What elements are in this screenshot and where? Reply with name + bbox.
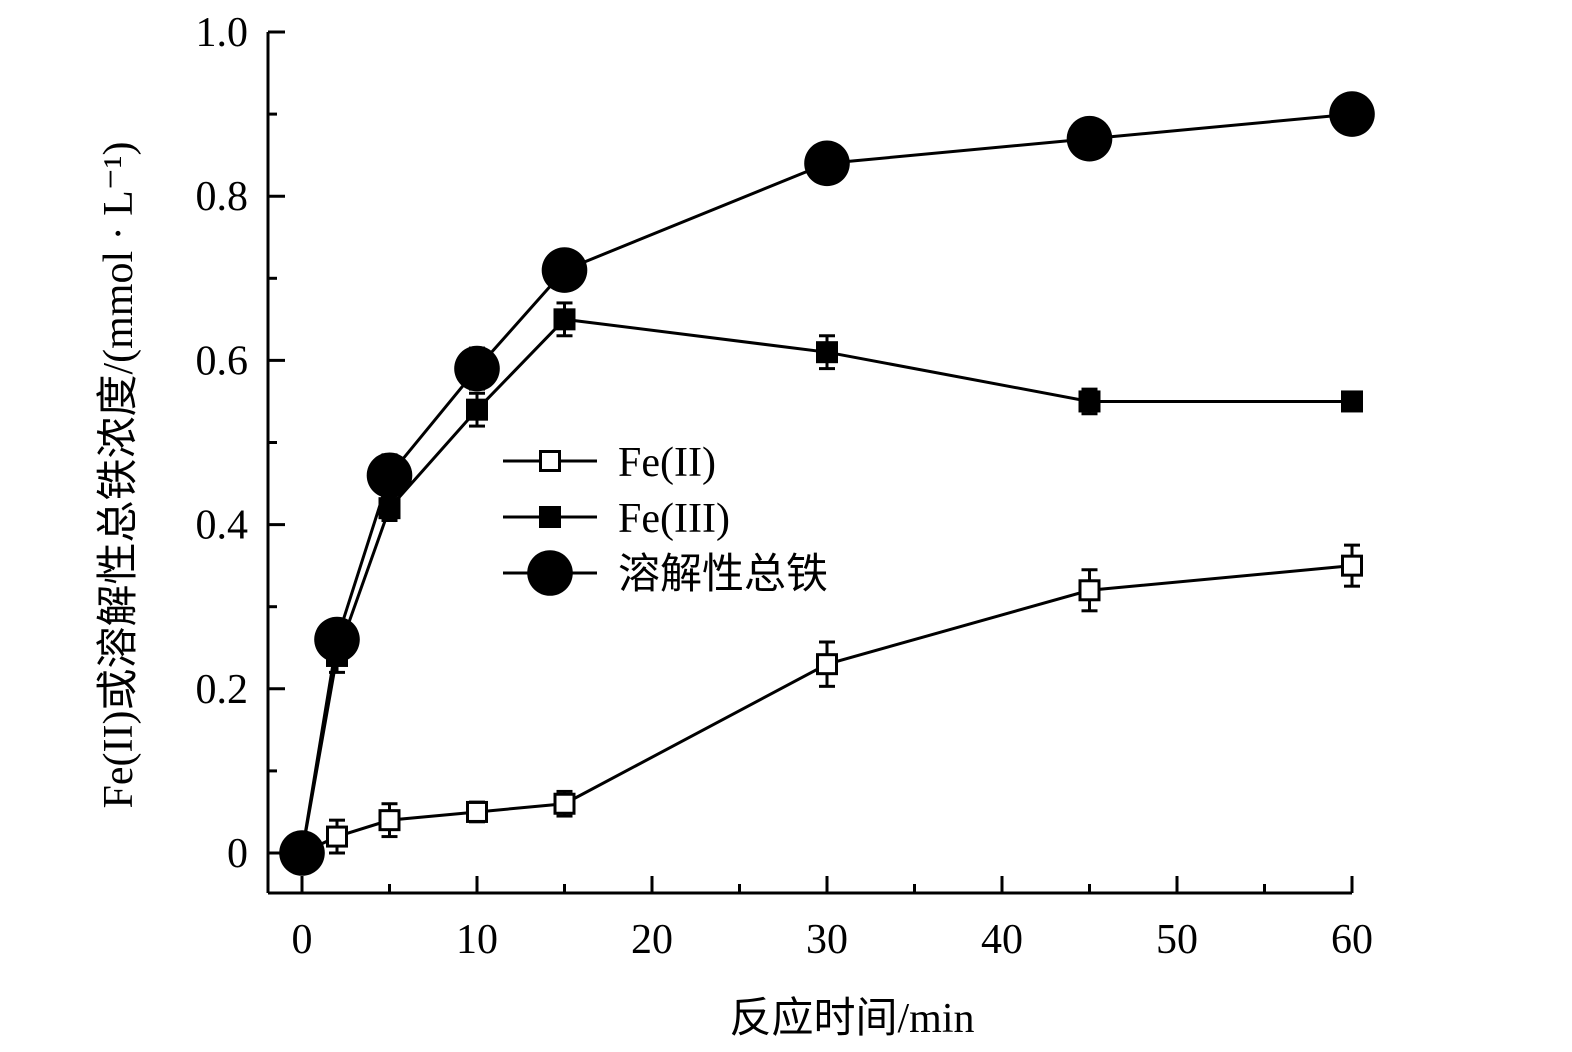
data-point [314,616,360,663]
data-point [1066,115,1113,162]
x-tick-label: 30 [806,917,848,963]
y-tick-label: 0 [227,831,248,877]
x-tick-label: 60 [1331,917,1373,963]
data-point [816,653,838,676]
data-point [454,345,500,392]
legend-label: 溶解性总铁 [618,551,828,598]
axes: 0 0.2 0.4 0.6 0.8 1.0 0 10 20 30 40 50 60 [196,10,1374,963]
y-tick-label: 0.4 [196,503,249,549]
y-tick-label: 0.2 [196,667,249,713]
data-point [378,809,401,832]
data-point [466,800,488,823]
data-point [326,825,348,848]
series-line [300,112,1353,854]
data-point [1341,554,1363,577]
data-point [1341,390,1363,413]
y-axis-label: Fe(II)或溶解性总铁浓度/(mmol · L⁻¹) [95,142,142,809]
data-point [279,830,325,876]
series-0 [291,543,1363,864]
y-tick-label: 1.0 [196,10,249,56]
legend-marker [539,506,561,528]
x-tick-label: 40 [981,917,1023,963]
data-point [553,792,576,815]
data-point [466,398,488,421]
legend-item: Fe(II) [503,440,716,486]
legend-marker [539,450,561,472]
legend-item: 溶解性总铁 [503,550,828,598]
x-tick-label: 10 [456,917,498,963]
data-point [1078,579,1101,602]
data-point [378,497,401,520]
x-tick-label: 50 [1156,917,1198,963]
x-tick-label: 0 [292,917,313,963]
data-point [553,308,576,331]
legend-marker [527,550,573,596]
series-layer [279,91,1375,876]
data-point [541,247,588,293]
data-point [804,140,850,187]
legend-label: Fe(III) [618,496,730,542]
x-axis-label: 反应时间/min [729,995,974,1042]
legend: Fe(II) Fe(III) 溶解性总铁 [503,440,828,598]
data-point [1329,91,1375,137]
data-point [816,341,838,364]
series-2 [279,91,1375,876]
data-point [1078,390,1101,413]
legend-label: Fe(II) [618,440,716,486]
data-point [366,452,413,499]
legend-item: Fe(III) [503,496,730,542]
series-line [301,564,1353,855]
y-tick-label: 0.6 [196,338,249,384]
y-tick-label: 0.8 [196,174,249,220]
x-tick-label: 20 [631,917,673,963]
